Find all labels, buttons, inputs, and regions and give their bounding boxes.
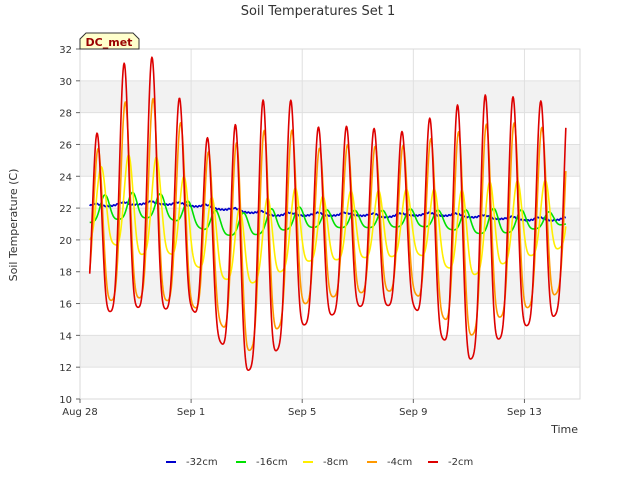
y-tick-label: 26 xyxy=(59,140,72,151)
legend: -32cm -16cm -8cm -4cm -2cm xyxy=(166,457,473,468)
legend-label: -8cm xyxy=(323,457,348,468)
y-tick-label: 16 xyxy=(59,300,72,311)
x-tick-label: Sep 1 xyxy=(177,407,205,418)
x-tick-label: Aug 28 xyxy=(62,407,97,418)
chart-title: Soil Temperatures Set 1 xyxy=(241,4,396,19)
legend-item: -16cm xyxy=(236,457,288,468)
x-tick-label: Sep 5 xyxy=(288,407,316,418)
series-lines xyxy=(88,56,567,372)
x-tick-label: Sep 9 xyxy=(399,407,427,418)
y-tick-label: 14 xyxy=(59,331,72,342)
y-tick-label: 22 xyxy=(59,204,72,215)
series-line-minus-32cm xyxy=(89,200,567,222)
grid-band xyxy=(80,335,580,368)
y-tick-label: 18 xyxy=(59,268,72,279)
series-line-minus-2cm xyxy=(88,56,567,372)
y-tick-label: 30 xyxy=(59,77,72,88)
y-tick-label: 20 xyxy=(59,236,72,247)
site-badge-label: DC_met xyxy=(86,36,133,49)
site-badge-box xyxy=(79,32,140,50)
y-tick-label: 10 xyxy=(59,395,72,406)
grid-band xyxy=(80,144,580,177)
x-axis-label: Time xyxy=(550,423,578,436)
legend-label: -16cm xyxy=(256,457,288,468)
y-tick-label: 12 xyxy=(59,363,72,374)
legend-label: -4cm xyxy=(387,457,412,468)
y-axis-label: Soil Temperature (C) xyxy=(7,169,20,282)
legend-label: -2cm xyxy=(448,457,473,468)
legend-item: -8cm xyxy=(303,457,348,468)
axis-ticks: 10 12 14 16 18 20 22 24 26 28 30 32 Aug 28 Sep 1 Sep 5… xyxy=(59,45,542,418)
grid-band xyxy=(80,80,580,113)
y-tick-label: 32 xyxy=(59,45,72,56)
legend-item: -2cm xyxy=(428,457,473,468)
legend-label: -32cm xyxy=(186,457,218,468)
y-tick-label: 24 xyxy=(59,172,72,183)
x-tick-label: Sep 13 xyxy=(507,407,542,418)
series-line-minus-16cm xyxy=(89,191,567,237)
site-badge: DC_met xyxy=(79,32,140,50)
legend-item: -4cm xyxy=(367,457,412,468)
legend-item: -32cm xyxy=(166,457,218,468)
series-line-minus-8cm xyxy=(89,154,567,284)
y-tick-label: 28 xyxy=(59,109,72,120)
plot-frame xyxy=(79,48,581,400)
